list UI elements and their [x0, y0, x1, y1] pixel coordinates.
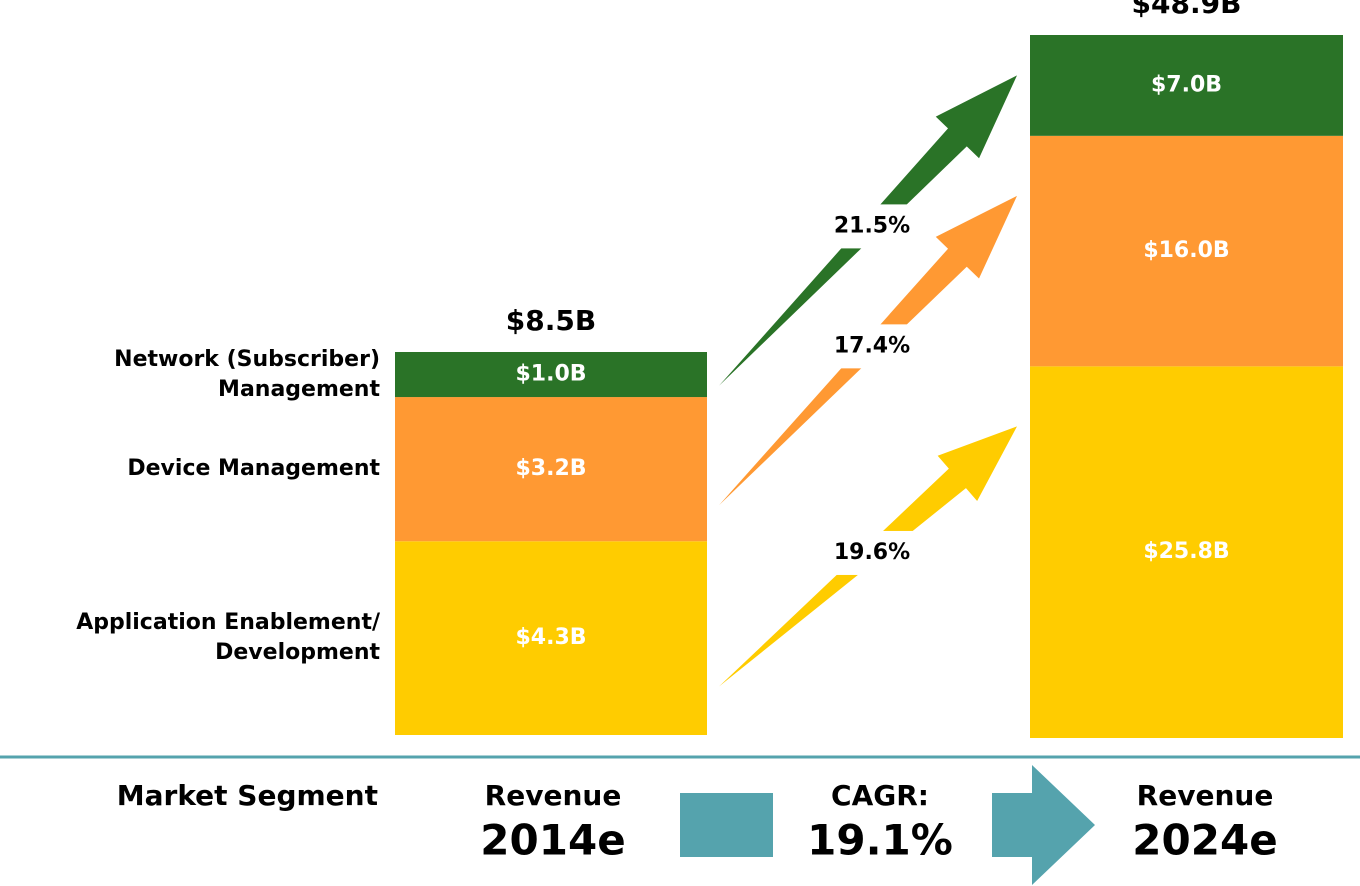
- segment-header: Market Segment: [117, 779, 378, 812]
- segment-label: $25.8B: [1143, 539, 1229, 564]
- category-label: 2024e: [1132, 816, 1277, 865]
- segment-label: $16.0B: [1143, 238, 1229, 263]
- cagr-label: 21.5%: [834, 213, 910, 238]
- segment-label: $7.0B: [1151, 72, 1222, 97]
- segment-label: $1.0B: [515, 362, 586, 387]
- bar-segment: [395, 541, 707, 735]
- label-gap: [812, 324, 932, 369]
- segment-name: Network (Subscriber) Management: [114, 346, 380, 402]
- total-label: $8.5B: [506, 304, 596, 337]
- segment-label: $4.3B: [515, 625, 586, 650]
- cagr-label: 17.4%: [834, 333, 910, 358]
- category-caption: Revenue: [1137, 779, 1274, 812]
- category-caption: Revenue: [485, 779, 622, 812]
- cagr-total: 19.1%: [807, 816, 953, 865]
- cagr-title: CAGR:: [831, 779, 929, 812]
- segment-name: Application Enablement/ Development: [76, 610, 380, 666]
- segment-label: $3.2B: [515, 456, 586, 481]
- segment-name: Device Management: [127, 456, 380, 482]
- bar-segment: [395, 397, 707, 542]
- bar-segment: [1030, 366, 1343, 738]
- label-gap: [812, 530, 932, 575]
- cagr-label: 19.6%: [834, 540, 910, 565]
- bar-segment: [1030, 35, 1343, 136]
- bar-segment: [395, 352, 707, 398]
- total-label: $48.9B: [1132, 0, 1242, 20]
- bar-segment: [1030, 135, 1343, 367]
- connector-block: [680, 793, 773, 857]
- label-gap: [812, 204, 932, 249]
- connector-arrow: [992, 765, 1095, 885]
- category-label: 2014e: [480, 816, 625, 865]
